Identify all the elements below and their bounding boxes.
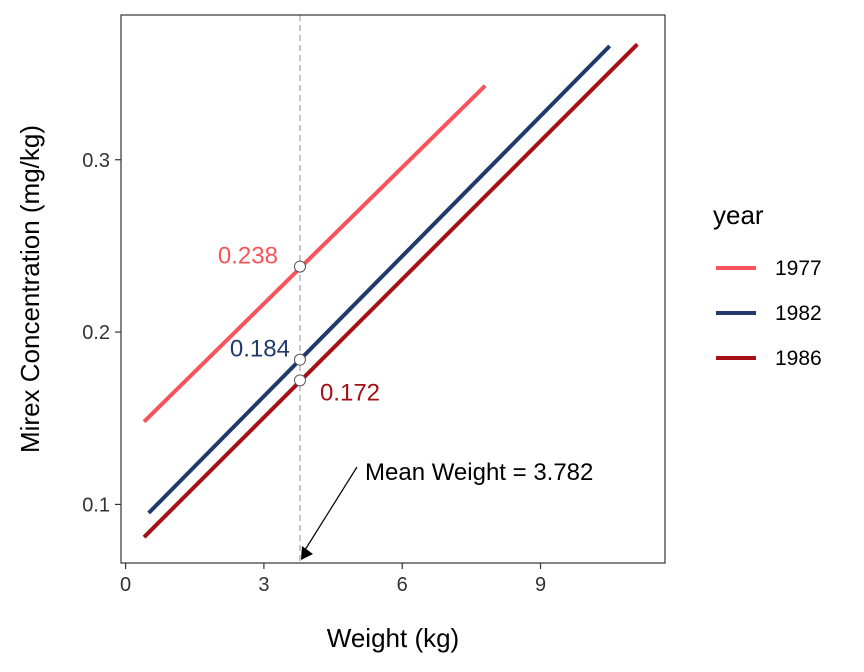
y-tick-label: 0.3 xyxy=(82,150,110,172)
legend-label-1977: 1977 xyxy=(775,257,822,280)
plot-panel-border xyxy=(120,14,666,564)
x-tick-label: 9 xyxy=(535,574,546,596)
x-tick-label: 0 xyxy=(120,574,131,596)
x-axis-title: Weight (kg) xyxy=(327,623,459,653)
legend-label-1982: 1982 xyxy=(775,302,822,325)
series-line-1986 xyxy=(142,42,639,539)
x-tick-label: 3 xyxy=(258,574,269,596)
mean-point-1977 xyxy=(293,260,306,273)
annotation-arrow-head xyxy=(300,546,313,560)
legend-title: year xyxy=(713,200,764,230)
y-axis-title: Mirex Concentration (mg/kg) xyxy=(15,125,45,453)
value-label-1977: 0.238 xyxy=(218,243,278,270)
y-tick-label: 0.2 xyxy=(82,322,110,344)
legend: year 1977 1982 1986 xyxy=(713,200,822,370)
legend-label-1986: 1986 xyxy=(775,347,822,370)
annotation-arrow-line xyxy=(304,466,358,551)
series-line-1982 xyxy=(147,44,612,515)
x-tick-label: 6 xyxy=(397,574,408,596)
series-line-1977 xyxy=(142,84,487,424)
mean-point-1986 xyxy=(293,374,306,387)
plot-area: 0.238 0.184 0.172 Mean Weight = 3.782 xyxy=(142,15,639,563)
annotation-text: Mean Weight = 3.782 xyxy=(365,459,593,486)
y-tick-label: 0.1 xyxy=(82,494,110,516)
value-label-1982: 0.184 xyxy=(230,336,290,363)
axes: 0 3 6 9 0.1 0.2 0.3 xyxy=(82,14,666,596)
value-label-1986: 0.172 xyxy=(320,379,380,406)
mean-point-1982 xyxy=(293,353,306,366)
